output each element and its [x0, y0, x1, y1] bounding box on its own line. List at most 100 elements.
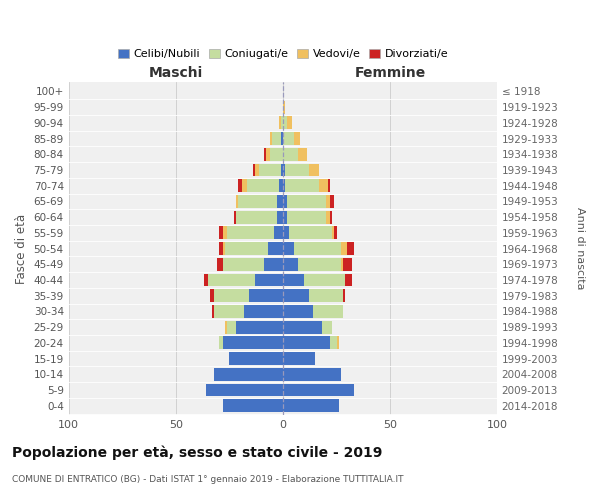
- Bar: [236, 195, 238, 208]
- Bar: [270, 148, 283, 160]
- Bar: [330, 210, 332, 224]
- Bar: [285, 164, 309, 176]
- Bar: [283, 384, 354, 396]
- Bar: [283, 242, 294, 255]
- Text: COMUNE DI ENTRATICO (BG) - Dati ISTAT 1° gennaio 2019 - Elaborazione TUTTITALIA.: COMUNE DI ENTRATICO (BG) - Dati ISTAT 1°…: [12, 476, 404, 484]
- Bar: [298, 258, 341, 270]
- Bar: [283, 305, 313, 318]
- Bar: [341, 258, 343, 270]
- Bar: [277, 210, 283, 224]
- Bar: [326, 195, 330, 208]
- Bar: [227, 226, 274, 239]
- Bar: [283, 274, 304, 286]
- Bar: [347, 242, 354, 255]
- Bar: [287, 116, 292, 130]
- Bar: [283, 148, 298, 160]
- Bar: [255, 274, 283, 286]
- Bar: [281, 116, 283, 130]
- Bar: [345, 274, 352, 286]
- Bar: [253, 164, 255, 176]
- Y-axis label: Anni di nascita: Anni di nascita: [575, 208, 585, 290]
- Bar: [283, 116, 287, 130]
- Bar: [334, 226, 337, 239]
- Bar: [289, 226, 332, 239]
- Bar: [223, 336, 283, 349]
- Bar: [343, 258, 352, 270]
- Bar: [223, 400, 283, 412]
- Bar: [238, 195, 277, 208]
- Bar: [206, 384, 283, 396]
- Bar: [208, 274, 255, 286]
- Bar: [319, 180, 328, 192]
- Bar: [274, 226, 283, 239]
- Bar: [283, 226, 289, 239]
- Text: Maschi: Maschi: [149, 66, 203, 80]
- Bar: [270, 132, 272, 145]
- Bar: [283, 258, 298, 270]
- Bar: [294, 242, 341, 255]
- Bar: [227, 320, 236, 334]
- Bar: [313, 305, 343, 318]
- Bar: [229, 352, 283, 365]
- Bar: [225, 242, 268, 255]
- Bar: [285, 180, 319, 192]
- Bar: [234, 210, 236, 224]
- Bar: [283, 180, 285, 192]
- Bar: [287, 210, 326, 224]
- Bar: [242, 180, 247, 192]
- Bar: [283, 164, 285, 176]
- Bar: [277, 195, 283, 208]
- Bar: [287, 195, 326, 208]
- Bar: [283, 195, 287, 208]
- Bar: [326, 210, 330, 224]
- Bar: [236, 210, 277, 224]
- Bar: [328, 180, 330, 192]
- Bar: [279, 116, 281, 130]
- Text: Femmine: Femmine: [355, 66, 426, 80]
- Bar: [283, 100, 285, 114]
- Bar: [264, 148, 266, 160]
- Bar: [298, 148, 307, 160]
- Bar: [225, 320, 227, 334]
- Y-axis label: Fasce di età: Fasce di età: [15, 214, 28, 284]
- Bar: [204, 274, 208, 286]
- Bar: [266, 148, 270, 160]
- Bar: [330, 195, 334, 208]
- Bar: [259, 164, 281, 176]
- Bar: [283, 320, 322, 334]
- Bar: [279, 180, 283, 192]
- Bar: [219, 336, 223, 349]
- Bar: [223, 226, 227, 239]
- Bar: [236, 320, 283, 334]
- Bar: [304, 274, 345, 286]
- Bar: [255, 164, 259, 176]
- Bar: [223, 242, 225, 255]
- Bar: [283, 290, 309, 302]
- Bar: [281, 132, 283, 145]
- Bar: [264, 258, 283, 270]
- Bar: [210, 290, 214, 302]
- Bar: [322, 320, 332, 334]
- Bar: [330, 336, 337, 349]
- Bar: [341, 242, 347, 255]
- Bar: [214, 305, 244, 318]
- Bar: [281, 164, 283, 176]
- Bar: [219, 226, 223, 239]
- Bar: [283, 336, 330, 349]
- Bar: [268, 242, 283, 255]
- Bar: [244, 305, 283, 318]
- Bar: [214, 368, 283, 380]
- Bar: [223, 258, 264, 270]
- Bar: [212, 305, 214, 318]
- Bar: [272, 132, 281, 145]
- Bar: [247, 180, 279, 192]
- Bar: [337, 336, 339, 349]
- Bar: [294, 132, 300, 145]
- Legend: Celibi/Nubili, Coniugati/e, Vedovi/e, Divorziati/e: Celibi/Nubili, Coniugati/e, Vedovi/e, Di…: [113, 44, 453, 64]
- Bar: [283, 368, 341, 380]
- Bar: [238, 180, 242, 192]
- Bar: [283, 352, 315, 365]
- Bar: [249, 290, 283, 302]
- Bar: [343, 290, 345, 302]
- Bar: [217, 258, 223, 270]
